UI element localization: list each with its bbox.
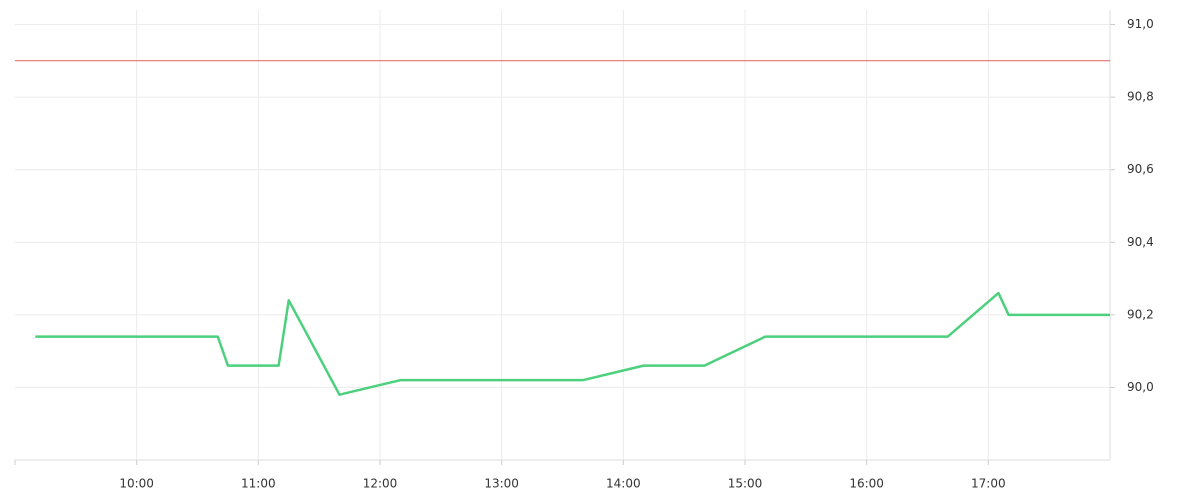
x-tick-label: 12:00: [363, 477, 398, 491]
x-tick-label: 13:00: [484, 477, 519, 491]
x-tick-label: 16:00: [849, 477, 884, 491]
y-tick-label: 90,6: [1127, 162, 1154, 176]
data-line: [35, 291, 1110, 396]
x-tick-label: 10:00: [119, 477, 154, 491]
x-tick-label: 14:00: [606, 477, 641, 491]
x-tick-label: 17:00: [971, 477, 1006, 491]
y-tick-label: 90,8: [1127, 90, 1154, 104]
y-tick-label: 91,0: [1127, 17, 1154, 31]
y-tick-label: 90,2: [1127, 307, 1154, 321]
y-tick-label: 90,4: [1127, 235, 1154, 249]
y-tick-label: 90,0: [1127, 380, 1154, 394]
x-tick-label: 15:00: [728, 477, 763, 491]
x-tick-label: 11:00: [241, 477, 276, 491]
